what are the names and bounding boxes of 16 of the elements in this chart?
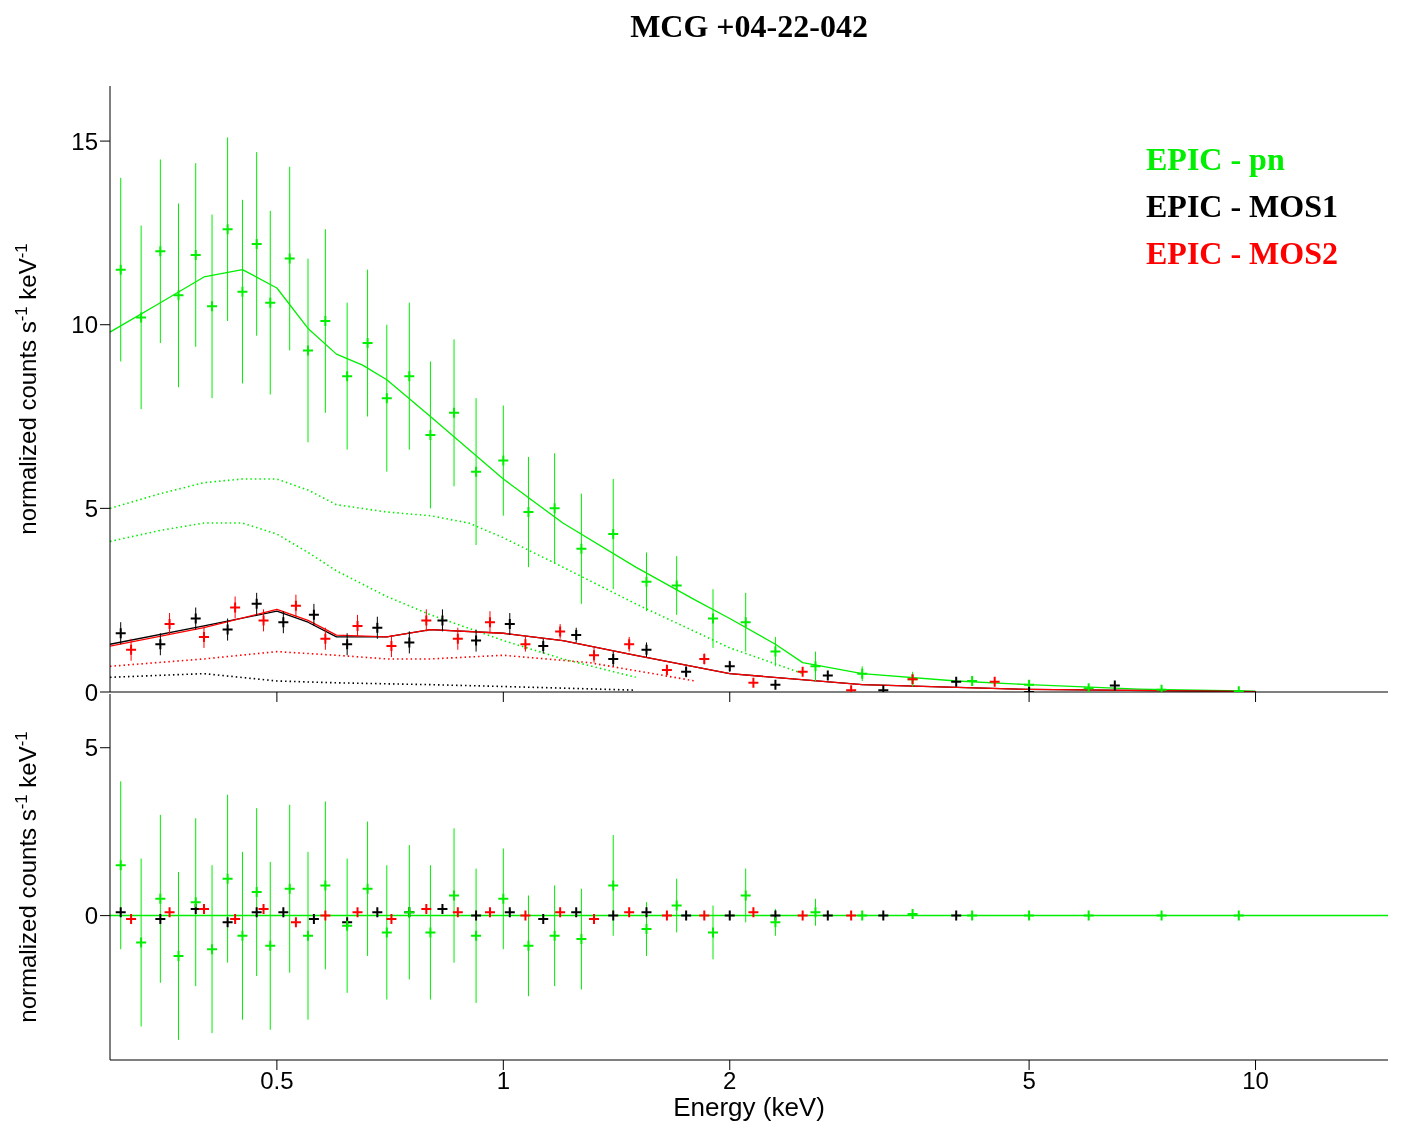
x-tick-label: 2 — [723, 1067, 737, 1095]
y-tick-label: 5 — [84, 494, 98, 522]
y-tick-label: 0 — [84, 678, 98, 706]
x-tick-label: 5 — [1022, 1067, 1036, 1095]
text: EPIC - MOS2 — [1146, 234, 1338, 273]
y-tick-label: 5 — [84, 734, 98, 762]
x-tick-label: 1 — [496, 1067, 510, 1095]
text: EPIC - MOS1 — [1146, 187, 1338, 226]
y-tick-label: 15 — [71, 127, 98, 155]
x-axis-title: Energy (keV) — [673, 1092, 825, 1122]
x-tick-label: 10 — [1242, 1067, 1269, 1095]
x-tick-label: 0.5 — [260, 1067, 294, 1095]
text: EPIC - pn — [1146, 140, 1286, 179]
y-tick-label: 0 — [84, 902, 98, 930]
y-tick-label: 10 — [71, 311, 98, 339]
chart-title: MCG +04-22-042 — [629, 8, 869, 45]
